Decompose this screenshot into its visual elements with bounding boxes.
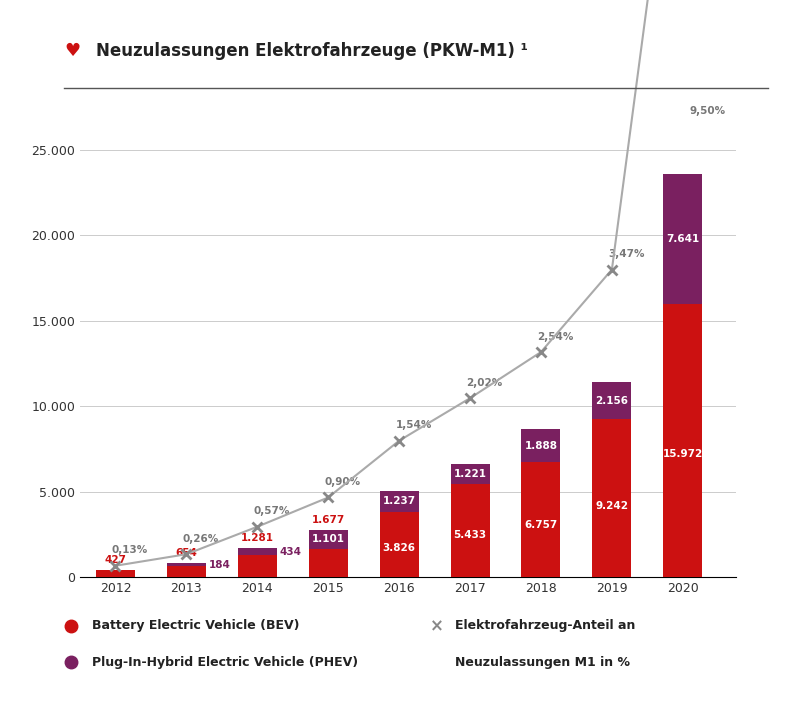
Text: 1.888: 1.888 — [525, 441, 558, 451]
Text: 2,02%: 2,02% — [466, 378, 502, 388]
Text: 1.237: 1.237 — [382, 496, 416, 506]
Text: 15.972: 15.972 — [662, 449, 703, 460]
Bar — [592, 382, 631, 420]
Text: ♥: ♥ — [64, 42, 80, 60]
Text: 1,54%: 1,54% — [395, 420, 432, 430]
Text: 1.677: 1.677 — [311, 515, 345, 524]
Text: 184: 184 — [209, 560, 231, 570]
Bar — [663, 174, 702, 304]
Bar — [592, 420, 631, 577]
Text: 1.281: 1.281 — [241, 533, 274, 543]
Text: 6.757: 6.757 — [524, 520, 558, 530]
Bar — [309, 530, 348, 548]
Text: 3.826: 3.826 — [382, 543, 416, 553]
Text: 9,50%: 9,50% — [690, 106, 726, 115]
Text: 0,57%: 0,57% — [254, 506, 290, 517]
Bar — [96, 570, 135, 577]
Text: 2.156: 2.156 — [595, 396, 628, 406]
Bar — [522, 429, 561, 462]
Text: 0,13%: 0,13% — [112, 546, 148, 555]
Bar — [450, 484, 490, 577]
Text: Neuzulassungen Elektrofahrzeuge (PKW-M1) ¹: Neuzulassungen Elektrofahrzeuge (PKW-M1)… — [96, 42, 527, 60]
Text: Battery Electric Vehicle (BEV): Battery Electric Vehicle (BEV) — [92, 620, 300, 632]
Bar — [522, 462, 561, 577]
Text: 9.242: 9.242 — [595, 501, 628, 511]
Text: Plug-In-Hybrid Electric Vehicle (PHEV): Plug-In-Hybrid Electric Vehicle (PHEV) — [92, 656, 358, 669]
Bar — [380, 491, 418, 512]
Bar — [663, 304, 702, 577]
Bar — [238, 555, 277, 577]
Text: 3,47%: 3,47% — [608, 249, 645, 259]
Text: 1.101: 1.101 — [312, 534, 345, 544]
Text: 5.433: 5.433 — [454, 531, 486, 541]
Text: 427: 427 — [105, 555, 126, 565]
Text: 0,90%: 0,90% — [325, 477, 361, 487]
Bar — [309, 548, 348, 577]
Bar — [167, 566, 206, 577]
Text: 2,54%: 2,54% — [538, 332, 574, 341]
Text: 654: 654 — [175, 548, 198, 558]
Text: Elektrofahrzeug-Anteil an: Elektrofahrzeug-Anteil an — [454, 620, 635, 632]
Text: 1.221: 1.221 — [454, 469, 486, 479]
Bar — [167, 563, 206, 566]
Text: ×: × — [430, 617, 444, 635]
Text: 0,26%: 0,26% — [183, 534, 219, 544]
Bar — [238, 548, 277, 555]
Text: 434: 434 — [280, 547, 302, 557]
Text: 7.641: 7.641 — [666, 234, 699, 244]
Bar — [380, 512, 418, 577]
Bar — [450, 463, 490, 484]
Text: Neuzulassungen M1 in %: Neuzulassungen M1 in % — [454, 656, 630, 669]
